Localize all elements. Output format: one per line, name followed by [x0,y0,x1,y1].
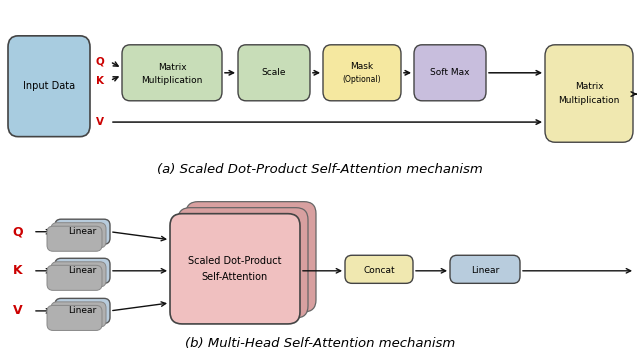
FancyBboxPatch shape [122,45,222,101]
Text: (a) Scaled Dot-Product Self-Attention mechanism: (a) Scaled Dot-Product Self-Attention me… [157,162,483,176]
FancyBboxPatch shape [345,255,413,283]
Text: Mask: Mask [351,62,374,70]
FancyBboxPatch shape [186,202,316,312]
FancyBboxPatch shape [47,226,102,251]
Text: Linear: Linear [471,266,499,275]
Text: Multiplication: Multiplication [558,96,620,105]
Text: V: V [96,117,104,127]
FancyBboxPatch shape [55,258,110,283]
Text: Linear: Linear [68,307,97,315]
Text: (Optional): (Optional) [342,75,381,84]
FancyBboxPatch shape [47,306,102,330]
Text: Scale: Scale [262,68,286,77]
Text: K: K [13,264,23,277]
Text: Soft Max: Soft Max [430,68,470,77]
Text: Input Data: Input Data [23,81,75,91]
Text: Scaled Dot-Product: Scaled Dot-Product [188,256,282,266]
Text: Q: Q [13,225,23,238]
Text: Linear: Linear [68,266,97,275]
Text: Q: Q [95,57,104,67]
FancyBboxPatch shape [55,298,110,324]
FancyBboxPatch shape [414,45,486,101]
Text: Multiplication: Multiplication [141,76,203,85]
FancyBboxPatch shape [51,223,106,248]
FancyBboxPatch shape [323,45,401,101]
FancyBboxPatch shape [238,45,310,101]
Text: Self-Attention: Self-Attention [202,272,268,282]
FancyBboxPatch shape [545,45,633,142]
Text: K: K [96,76,104,86]
FancyBboxPatch shape [55,219,110,244]
Text: Linear: Linear [68,227,97,236]
FancyBboxPatch shape [170,214,300,324]
Text: Matrix: Matrix [157,63,186,72]
FancyBboxPatch shape [450,255,520,283]
FancyBboxPatch shape [51,302,106,327]
FancyBboxPatch shape [51,262,106,287]
Text: V: V [13,304,23,318]
Text: Concat: Concat [363,266,395,275]
Text: Matrix: Matrix [575,82,604,91]
FancyBboxPatch shape [8,36,90,137]
FancyBboxPatch shape [47,265,102,290]
Text: (b) Multi-Head Self-Attention mechanism: (b) Multi-Head Self-Attention mechanism [185,337,455,350]
FancyBboxPatch shape [178,208,308,318]
